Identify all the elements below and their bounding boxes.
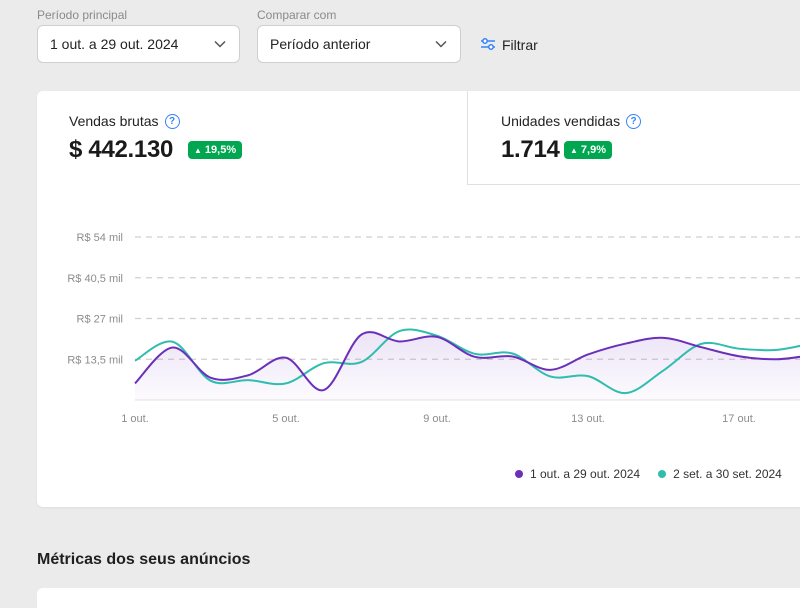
legend-label: 1 out. a 29 out. 2024 (530, 467, 641, 481)
metric-title-label: Vendas brutas (69, 113, 159, 129)
metric-value: 1.714 (501, 136, 560, 163)
y-tick-label: R$ 40,5 mil (67, 273, 123, 285)
legend-item[interactable]: 1 out. a 29 out. 2024 (515, 467, 640, 481)
compare-select[interactable]: Período anterior (257, 25, 461, 63)
x-tick-label: 9 out. (423, 413, 451, 425)
main-period-value: 1 out. a 29 out. 2024 (50, 36, 179, 52)
section-title: Métricas dos seus anúncios (37, 551, 251, 568)
y-tick-label: R$ 27 mil (77, 314, 123, 326)
filter-button-label: Filtrar (502, 37, 538, 53)
x-tick-label: 1 out. (121, 413, 149, 425)
series-line-compare (134, 328, 800, 395)
metric-title: Vendas brutas ? (69, 113, 180, 129)
legend-item[interactable]: 2 set. a 30 set. 2024 (658, 467, 782, 481)
change-value: 19,5% (204, 144, 237, 156)
chevron-down-icon (434, 37, 448, 51)
x-tick-label: 5 out. (272, 413, 300, 425)
compare-label: Comparar com (257, 8, 337, 22)
series-line-main (134, 331, 800, 392)
arrow-up-icon: ▲ (570, 145, 578, 155)
sales-line-chart: R$ 13,5 mil R$ 27 mil R$ 40,5 mil R$ 54 mil… (67, 232, 800, 425)
change-badge: ▲ 7,9% (564, 141, 612, 159)
main-period-label: Período principal (37, 8, 128, 22)
help-icon[interactable]: ? (626, 113, 642, 129)
metric-value: $ 442.130 (69, 136, 174, 163)
metric-title-label: Unidades vendidas (501, 113, 621, 129)
x-tick-label: 17 out. (722, 413, 756, 425)
y-tick-label: R$ 54 mil (77, 232, 123, 244)
x-tick-label: 13 out. (571, 413, 605, 425)
legend-dot (515, 470, 523, 478)
chevron-down-icon (213, 37, 227, 51)
change-badge: ▲ 19,5% (188, 141, 243, 159)
filter-sliders-icon (480, 37, 496, 54)
compare-value: Período anterior (270, 36, 371, 52)
filters-bar: Período principal 1 out. a 29 out. 2024 … (0, 0, 800, 80)
metric-title: Unidades vendidas ? (501, 113, 642, 129)
filter-button[interactable]: Filtrar (480, 33, 538, 57)
chart-legend: 1 out. a 29 out. 2024 2 set. a 30 set. 2… (515, 467, 782, 481)
change-value: 7,9% (580, 144, 606, 156)
main-period-select[interactable]: 1 out. a 29 out. 2024 (37, 25, 240, 63)
series-area (135, 332, 800, 400)
y-tick-label: R$ 13,5 mil (67, 354, 123, 366)
sales-chart-card: Vendas brutas ? $ 442.130 ▲ 19,5% Unidad… (37, 91, 800, 507)
help-icon[interactable]: ? (164, 113, 180, 129)
metric-tab-gross-sales[interactable]: Vendas brutas ? $ 442.130 ▲ 19,5% (37, 91, 467, 185)
metric-tab-units-sold[interactable]: Unidades vendidas ? 1.714 ▲ 7,9% (467, 91, 800, 185)
legend-dot (658, 470, 667, 478)
ads-metrics-card (37, 588, 800, 608)
arrow-up-icon: ▲ (194, 145, 202, 155)
legend-label: 2 set. a 30 set. 2024 (673, 467, 782, 481)
